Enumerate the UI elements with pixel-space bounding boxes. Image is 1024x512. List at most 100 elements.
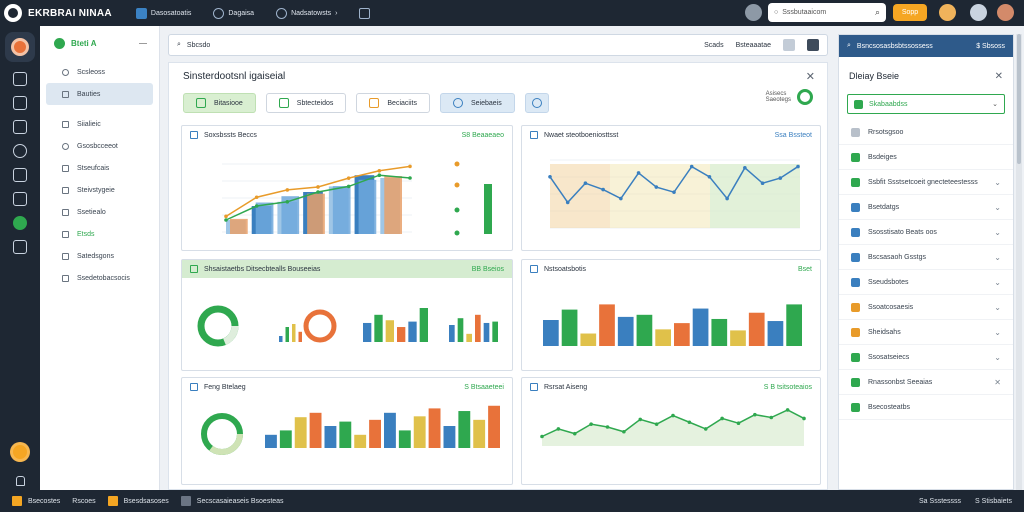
sidebar-item-label: Ssetiealo [77,208,106,216]
book-icon[interactable] [13,168,27,182]
item-icon [851,302,860,312]
chart-point [725,196,729,201]
sidebar-item[interactable]: Scsleoss [46,61,153,83]
close-icon[interactable]: ✕ [994,71,1003,82]
filter-2[interactable]: Bsteaaatae [735,41,771,49]
list-item[interactable]: Rrsotsgsoo [839,120,1013,145]
lock-icon[interactable] [15,476,25,486]
chevron-down-icon[interactable]: ⌄ [994,227,1001,237]
sidebar-item[interactable]: Etsds [46,223,153,245]
list-item[interactable]: Ssosatseiecs ⌄ [839,345,1013,370]
chart-point [346,176,351,180]
list-item[interactable]: Bsetdatgs ⌄ [839,195,1013,220]
sidebar-item-label: Scsleoss [77,68,106,76]
chevron-down-icon[interactable]: ⌄ [994,327,1001,337]
list-item[interactable]: Bscsasaoh Gsstgs ⌄ [839,245,1013,270]
avatar[interactable] [939,4,956,21]
list-icon[interactable] [13,120,27,134]
top-tab-1[interactable]: Dasosatoatis [135,7,191,19]
table-icon[interactable] [13,192,27,206]
chart-bar [692,308,709,346]
list-item[interactable]: Bsecosteatbs [839,395,1013,420]
chevron-down-icon[interactable]: ⌄ [994,202,1001,212]
sidebar-item[interactable]: Ssetiealo [46,201,153,223]
tab-1[interactable]: Bitasiooe [183,93,256,113]
chevron-down-icon[interactable]: ⌄ [994,277,1001,287]
tab-3[interactable]: Beciaciits [356,93,430,113]
chart-bar [398,430,411,448]
chart-band [610,164,710,228]
user-avatar[interactable] [745,4,762,21]
tab-2[interactable]: Sbtecteidos [265,93,347,113]
home-icon[interactable] [5,32,35,62]
list-item[interactable]: Ssoatcosaesis ⌄ [839,295,1013,320]
item-icon [851,277,860,287]
top-tab-3[interactable]: Nadsatowsts › [276,7,337,19]
scrollbar-thumb[interactable] [1017,34,1021,164]
chevron-down-icon[interactable]: ⌄ [994,252,1001,262]
view-icon[interactable] [783,39,795,51]
help-icon[interactable] [10,442,30,462]
chart-point [753,412,757,417]
sidebar-item[interactable]: Gsosbcceeot [46,135,153,157]
filter-1[interactable]: Scads [704,41,724,49]
star-icon[interactable] [13,96,27,110]
chart-point [720,416,724,421]
search-input[interactable]: ○ Sssbutaaicom ⌕ [768,3,886,22]
sidebar-item-label: Bauties [77,90,101,98]
tab-icon [452,98,463,108]
list-item[interactable]: Bsdeiges [839,145,1013,170]
chart-point [589,422,593,426]
chevron-down-icon[interactable]: ⌄ [994,177,1001,187]
profile-avatar[interactable] [997,4,1014,21]
search-icon: ⌕ [874,7,880,17]
tab-4[interactable]: Seiebaeis [439,93,515,113]
chart-bar [492,321,498,342]
sidebar-item-active[interactable]: Bauties [46,83,153,105]
bottom-item[interactable]: Bsecostes [12,496,60,506]
chart-point [316,190,320,194]
close-icon[interactable]: ✕ [994,377,1001,387]
chart-icon [190,131,198,139]
chart-bar [786,304,802,346]
right-select[interactable]: Skabaabdss ⌄ [847,94,1005,114]
collapse-icon[interactable]: — [139,39,147,48]
right-panel-header[interactable]: ⌕ Bsncsosasbsbtssossess $ Sbsoss [839,35,1013,57]
top-tab-4[interactable] [359,7,371,19]
tab-5[interactable] [524,93,549,113]
bottom-item[interactable]: Secscasaieaseis Bsoesteas [180,496,284,506]
donut-ring [201,413,243,455]
sidebar-item[interactable]: Satedsgons [46,245,153,267]
clock-icon[interactable] [13,144,27,158]
cloud-icon[interactable] [13,72,27,86]
chevron-down-icon[interactable]: ⌄ [994,352,1001,362]
chart-bar [374,314,383,342]
chevron-down-icon[interactable]: ⌄ [994,302,1001,312]
list-item[interactable]: Ssbfit Ssstsetcoeit gnecteteestesss ⌄ [839,170,1013,195]
list-item[interactable]: Sheidsahs ⌄ [839,320,1013,345]
top-tab-2[interactable]: Dagaisa [213,7,254,19]
settings-icon[interactable] [13,240,27,254]
scrollbar[interactable] [1016,34,1022,490]
chart-3 [197,305,498,347]
chart-point [254,195,259,200]
sidebar-item[interactable]: Ssedetobacsocis [46,267,153,289]
list-item[interactable]: Sseudsbotes ⌄ [839,270,1013,295]
chat-icon[interactable] [13,216,27,230]
chart-point [671,413,675,418]
list-item[interactable]: Ssosstisato Beats oos ⌄ [839,220,1013,245]
sidebar-item[interactable]: Stseufcais [46,157,153,179]
chart-point [346,184,351,189]
bottom-item[interactable]: Rscoes [72,498,95,505]
sidebar-item[interactable]: Steivstygeie [46,179,153,201]
close-icon[interactable]: ✕ [805,71,815,83]
list-item[interactable]: Rnassonbst Seeaias ✕ [839,370,1013,395]
bell-icon[interactable] [970,4,987,21]
app-logo-icon[interactable] [4,4,22,22]
chart-bar [384,176,402,234]
main-search-bar[interactable]: ⌕ Sbcsdo Scads Bsteaaatae [168,34,828,56]
sidebar-item[interactable]: Siialieic [46,113,153,135]
settings-icon[interactable] [807,39,819,51]
bottom-item[interactable]: Bsesdsasoses [107,496,169,506]
top-action-button[interactable]: Sopp [893,4,927,21]
